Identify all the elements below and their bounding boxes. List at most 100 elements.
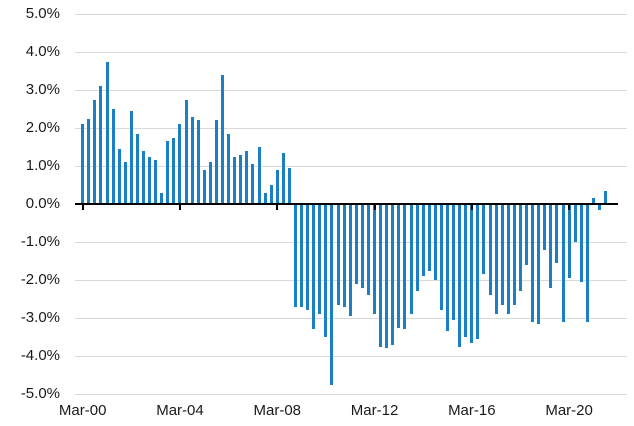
y-tick-label: -4.0% (20, 347, 60, 364)
bar-Dec-03 (172, 137, 176, 204)
y-tick-label: 1.0% (25, 157, 60, 174)
bar-Jun-10 (330, 204, 334, 385)
bar-Sep-09 (312, 204, 316, 330)
gridline (75, 394, 627, 395)
bar-Jun-06 (233, 156, 237, 204)
bar-Sep-12 (385, 204, 389, 349)
y-tick-label: -5.0% (20, 385, 60, 402)
bar-Sep-02 (142, 150, 145, 204)
bar-Sep-10 (336, 204, 340, 305)
bar-Mar-07 (251, 164, 255, 204)
bar-Dec-16 (488, 204, 492, 296)
bar-Jun-00 (87, 118, 91, 204)
x-tick-mark (276, 205, 279, 210)
bar-Mar-16 (470, 204, 474, 343)
x-tick-label: Mar-00 (58, 402, 107, 419)
bar-Mar-17 (494, 204, 498, 315)
bar-Sep-18 (531, 204, 535, 322)
bar-Mar-11 (348, 204, 352, 317)
bar-Jun-09 (306, 204, 310, 311)
bar-Jun-11 (354, 204, 358, 284)
bar-Mar-01 (105, 61, 109, 204)
bar-Dec-11 (366, 204, 370, 296)
bar-Mar-19 (543, 204, 547, 250)
bar-Sep-08 (287, 167, 291, 204)
bar-Dec-06 (245, 150, 249, 204)
bar-Jun-16 (476, 204, 480, 339)
bar-Dec-18 (537, 204, 541, 324)
bar-Sep-19 (555, 204, 559, 263)
bar-Sep-16 (482, 204, 486, 275)
bar-Dec-19 (561, 204, 565, 322)
x-tick-label: Mar-20 (545, 402, 593, 419)
y-tick-label: -3.0% (20, 309, 60, 326)
x-tick-mark (178, 205, 181, 210)
gridline (75, 128, 627, 129)
bar-Jun-03 (160, 192, 164, 204)
gridline (75, 90, 627, 91)
bar-Sep-14 (433, 204, 437, 280)
bar-Sep-06 (239, 154, 243, 204)
plot-area (75, 14, 627, 395)
bar-Sep-11 (360, 204, 364, 288)
bar-Mar-00 (81, 124, 85, 204)
y-tick-label: 0.0% (25, 195, 60, 212)
bar-Jun-15 (452, 204, 456, 320)
bar-Jun-02 (135, 133, 139, 204)
bar-Sep-04 (190, 116, 194, 204)
bar-Mar-03 (154, 160, 158, 204)
bar-Sep-17 (506, 204, 510, 315)
bar-Sep-15 (458, 204, 462, 347)
bar-Jun-12 (379, 204, 383, 347)
bar-Sep-07 (263, 192, 267, 204)
gridline (75, 14, 627, 15)
x-tick-mark (470, 205, 473, 210)
y-tick-label: 3.0% (25, 81, 60, 98)
x-tick-label: Mar-08 (253, 402, 302, 419)
bar-Dec-17 (512, 204, 516, 305)
bar-Dec-05 (221, 74, 225, 204)
bar-Mar-02 (129, 110, 133, 204)
bar-Dec-20 (585, 204, 589, 322)
y-tick-label: -1.0% (20, 233, 60, 250)
bar-Jun-05 (208, 162, 212, 204)
y-tick-label: 5.0% (25, 5, 60, 22)
bar-Mar-20 (567, 204, 571, 279)
bar-Jun-08 (281, 152, 285, 204)
gridline (75, 318, 627, 319)
bar-Dec-12 (391, 204, 395, 345)
bar-Mar-06 (227, 133, 231, 204)
bar-Jun-07 (257, 147, 261, 204)
x-axis-line (75, 203, 618, 205)
bar-Dec-07 (269, 185, 273, 204)
bar-Sep-00 (93, 99, 97, 204)
x-tick-label: Mar-04 (156, 402, 204, 419)
gridline (75, 52, 627, 53)
bar-Jun-04 (184, 99, 188, 204)
bar-Sep-05 (214, 120, 218, 204)
bar-Mar-14 (421, 204, 425, 277)
gridline (75, 356, 627, 357)
bar-Mar-15 (446, 204, 449, 332)
bar-Jun-14 (427, 204, 431, 271)
gridline (75, 166, 627, 167)
bar-Dec-09 (318, 204, 322, 315)
bar-Dec-01 (123, 162, 127, 204)
bar-Mar-04 (178, 124, 182, 204)
bar-Dec-14 (439, 204, 443, 311)
bar-Jun-19 (549, 204, 553, 288)
bar-Jun-18 (525, 204, 529, 265)
bar-Sep-21 (604, 190, 608, 204)
bar-Dec-00 (99, 86, 103, 204)
bar-Jun-17 (500, 204, 504, 305)
bar-Mar-12 (373, 204, 377, 315)
x-tick-label: Mar-16 (448, 402, 496, 419)
bar-Dec-08 (294, 204, 297, 307)
bar-Dec-13 (415, 204, 419, 292)
bar-Sep-01 (117, 148, 121, 204)
bar-Mar-05 (202, 169, 206, 204)
bar-Sep-13 (409, 204, 413, 315)
bar-Dec-10 (342, 204, 346, 307)
bar-Mar-09 (300, 204, 304, 307)
y-tick-label: 2.0% (25, 119, 60, 136)
